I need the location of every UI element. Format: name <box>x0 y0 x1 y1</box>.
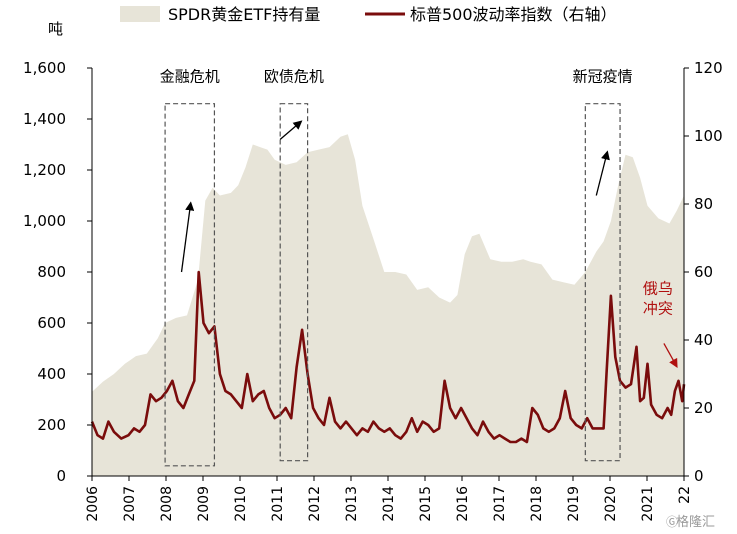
x-tick-label: 2009 <box>196 486 212 522</box>
annotation-arrow-red <box>663 343 678 368</box>
axes: 0 200 400 600 800 1,000 1,200 1,400 1,600 0 20 40 6… <box>23 59 723 522</box>
x-tick-label: 2021 <box>640 486 656 522</box>
x-tick-label: 2015 <box>418 486 434 522</box>
legend: SPDR黄金ETF持有量 标普500波动率指数（右轴） <box>120 5 617 24</box>
legend-label-vix: 标普500波动率指数（右轴） <box>410 5 617 24</box>
y-right-tick-label: 60 <box>694 263 713 281</box>
annotation-label: 金融危机 <box>160 68 220 86</box>
y-right-tick-label: 100 <box>694 127 723 145</box>
y-left-tick-label: 400 <box>37 365 66 383</box>
y-left-tick-label: 1,400 <box>23 110 66 128</box>
annotation-arrow <box>279 120 303 140</box>
x-tick-label: 2019 <box>566 486 582 522</box>
y-left-tick-label: 0 <box>56 467 66 485</box>
annotation-label-red-line1: 俄乌 <box>643 279 673 297</box>
x-tick-label: 2008 <box>159 486 175 522</box>
y-left-unit-label: 吨 <box>48 20 63 38</box>
y-left-ticks: 0 200 400 600 800 1,000 1,200 1,400 1,600 <box>23 59 92 485</box>
x-tick-label: 2016 <box>455 486 471 522</box>
annotation-label-red-line2: 冲突 <box>643 299 673 317</box>
y-right-tick-label: 120 <box>694 59 723 77</box>
x-tick-label: 2017 <box>492 486 508 522</box>
annotation-label: 欧债危机 <box>264 68 324 86</box>
vix-line <box>90 270 686 444</box>
legend-area-swatch <box>120 6 160 22</box>
y-right-tick-label: 20 <box>694 399 713 417</box>
y-left-tick-label: 800 <box>37 263 66 281</box>
y-right-tick-label: 0 <box>694 467 704 485</box>
x-ticks: 2006 2007 2008 2009 2010 2011 2012 2013 2014 2015… <box>85 476 693 522</box>
annotation-arrow <box>595 150 610 196</box>
y-left-tick-label: 600 <box>37 314 66 332</box>
annotation-box <box>584 103 621 462</box>
y-left-tick-label: 1,000 <box>23 212 66 230</box>
y-left-tick-label: 200 <box>37 416 66 434</box>
annotation-box <box>164 103 216 467</box>
y-left-tick-label: 1,200 <box>23 161 66 179</box>
y-left-tick-label: 1,600 <box>23 59 66 77</box>
watermark: 格隆汇 <box>676 514 715 530</box>
annotation-arrow <box>180 201 195 273</box>
annotation-label: 新冠疫情 <box>573 68 633 86</box>
x-tick-label: 2014 <box>381 486 397 522</box>
y-right-tick-label: 40 <box>694 331 713 349</box>
x-tick-label: 2013 <box>344 486 360 522</box>
legend-label-gold: SPDR黄金ETF持有量 <box>168 5 320 24</box>
x-tick-label: 2011 <box>270 486 286 522</box>
x-tick-label: 2006 <box>85 486 101 522</box>
plot-area <box>90 134 686 477</box>
watermark-logo-icon: Ⓖ <box>666 515 678 529</box>
y-right-ticks: 0 20 40 60 80 100 120 <box>684 59 723 485</box>
y-right-tick-label: 80 <box>694 195 713 213</box>
x-tick-label: 2010 <box>233 486 249 522</box>
x-tick-label: 2018 <box>529 486 545 522</box>
x-tick-label: 2007 <box>122 486 138 522</box>
x-tick-label: 22 <box>677 486 693 504</box>
x-tick-label: 2020 <box>603 486 619 522</box>
x-tick-label: 2012 <box>307 486 323 522</box>
gold-etf-area <box>92 134 684 477</box>
